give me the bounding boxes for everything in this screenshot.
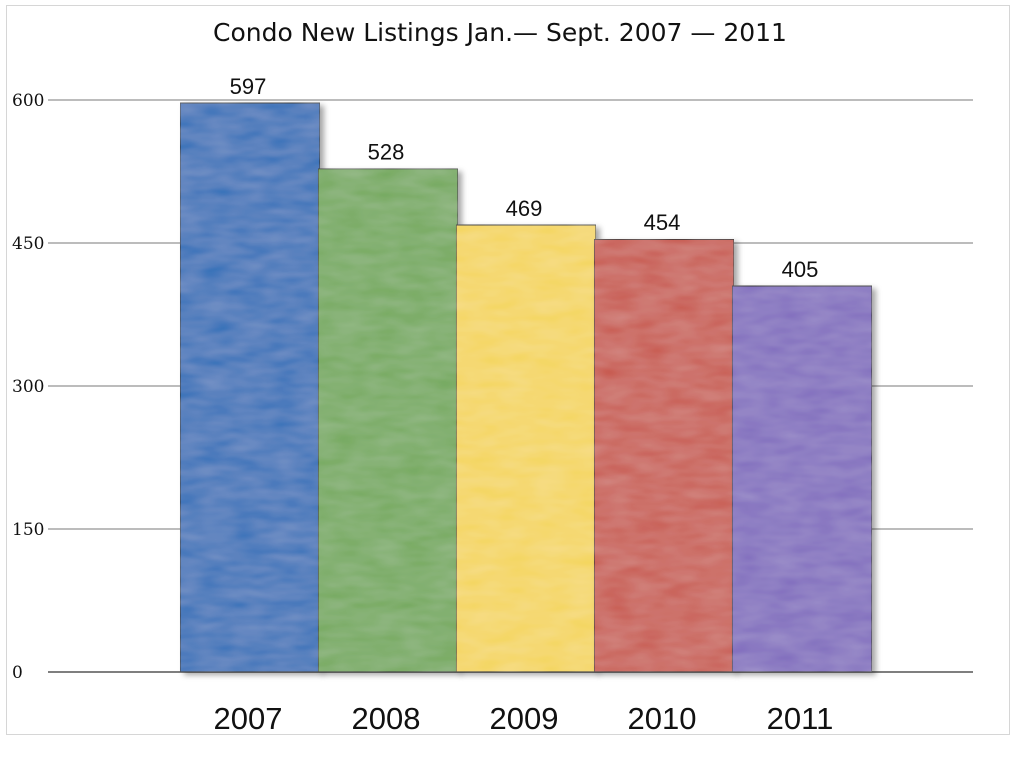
bar — [317, 168, 459, 673]
data-label: 405 — [782, 257, 819, 282]
bar-group — [731, 285, 873, 673]
data-label: 597 — [230, 74, 267, 99]
bar — [179, 102, 321, 673]
bar — [593, 238, 735, 673]
x-tick-label: 2011 — [767, 701, 834, 736]
data-labels: 597 528 469 454 405 — [230, 74, 819, 282]
y-tick-label: 450 — [12, 234, 44, 254]
bar-group — [179, 102, 321, 673]
y-tick-label: 0 — [12, 663, 23, 683]
x-tick-label: 2007 — [214, 701, 283, 736]
y-tick-label: 300 — [12, 377, 44, 397]
data-label: 454 — [644, 210, 681, 235]
x-tick-label: 2010 — [628, 701, 697, 736]
bars — [179, 102, 873, 673]
x-tick-label: 2008 — [352, 701, 421, 736]
bar — [455, 224, 597, 673]
y-tick-label: 150 — [12, 520, 44, 540]
y-axis-ticks: 0 150 300 450 600 — [12, 91, 44, 683]
data-label: 528 — [368, 140, 405, 165]
y-tick-label: 600 — [12, 91, 44, 111]
bar-group — [317, 168, 459, 673]
bar-group — [593, 238, 735, 673]
bar — [731, 285, 873, 673]
bar-group — [455, 224, 597, 673]
x-axis-ticks: 2007 2008 2009 2010 2011 — [214, 701, 834, 736]
data-label: 469 — [506, 196, 543, 221]
chart-title: Condo New Listings Jan.— Sept. 2007 — 20… — [213, 18, 787, 47]
x-tick-label: 2009 — [490, 701, 559, 736]
